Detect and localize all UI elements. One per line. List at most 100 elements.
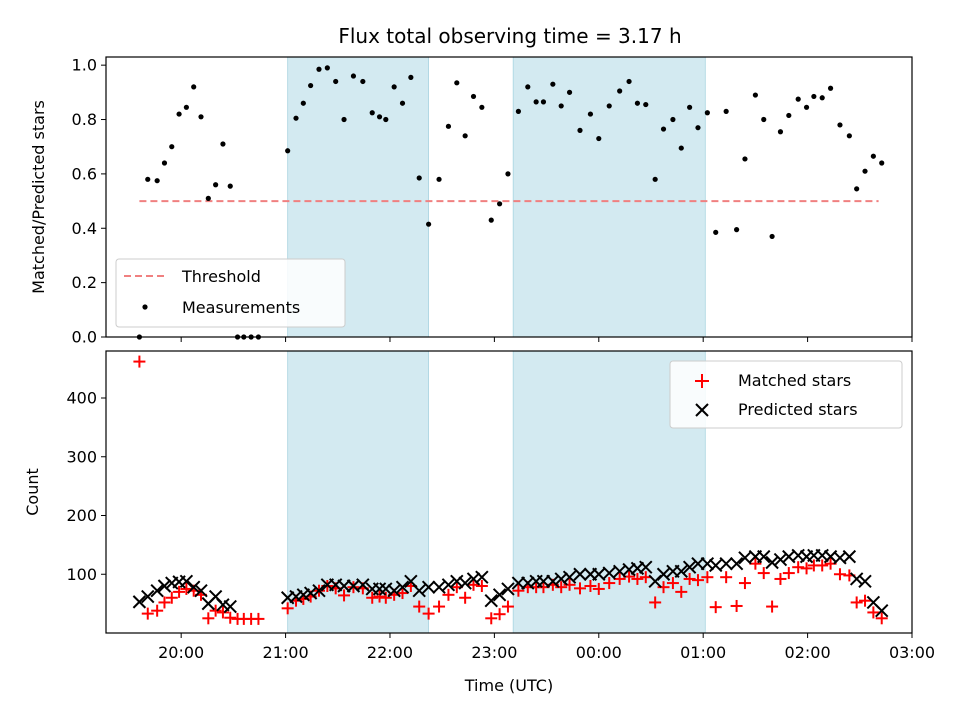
legend-threshold-label: Threshold xyxy=(181,267,261,286)
y-tick-label: 0.2 xyxy=(72,273,97,292)
measurement-point xyxy=(678,145,684,151)
ratio-x-ticks xyxy=(180,337,913,342)
predicted-star-point xyxy=(773,552,788,567)
matched-star-point xyxy=(209,604,222,617)
y-tick-label: 0.0 xyxy=(72,328,97,347)
predicted-star-point xyxy=(849,572,864,586)
y-tick-label: 0.4 xyxy=(72,219,97,238)
measurement-point xyxy=(191,84,197,90)
measurement-point xyxy=(213,182,219,188)
measurement-point xyxy=(752,92,758,98)
predicted-star-point xyxy=(441,578,456,592)
x-tick-label: 00:00 xyxy=(576,643,622,662)
measurement-point xyxy=(227,183,233,189)
matched-star-point xyxy=(730,599,743,612)
matched-star-point xyxy=(493,608,506,621)
matched-star-point xyxy=(467,578,480,591)
legend-measurements-swatch xyxy=(142,304,148,310)
predicted-star-point xyxy=(372,582,387,596)
observing-window-shades xyxy=(287,56,706,338)
measurement-point xyxy=(198,114,204,120)
matched-star-point xyxy=(631,572,644,585)
predicted-star-point xyxy=(729,556,744,571)
matched-star-point xyxy=(701,571,714,584)
measurement-point xyxy=(652,176,658,182)
y-tick-label: 400 xyxy=(66,389,97,408)
matched-star-point xyxy=(459,591,472,604)
predicted-star-point xyxy=(546,574,560,589)
matched-star-point xyxy=(165,591,178,604)
matched-star-point xyxy=(373,590,386,603)
measurement-point xyxy=(169,144,175,150)
measurement-point xyxy=(220,141,226,147)
measurement-point xyxy=(285,148,291,154)
y-tick-label: 1.0 xyxy=(72,56,97,75)
measurement-point xyxy=(308,82,314,89)
measurement-point xyxy=(811,93,817,100)
predicted-star-point xyxy=(312,583,326,598)
ratio-legend: Threshold Measurements xyxy=(115,258,346,328)
matched-star-point xyxy=(649,596,662,609)
matched-star-point xyxy=(555,581,568,594)
y-tick-label: 200 xyxy=(66,506,97,525)
measurement-point xyxy=(479,104,485,110)
predicted-star-point xyxy=(475,570,489,584)
predicted-star-point xyxy=(356,578,370,592)
predicted-star-point xyxy=(412,583,426,598)
matched-star-point xyxy=(603,577,616,590)
predicted-star-point xyxy=(141,589,155,604)
measurement-point xyxy=(777,129,784,135)
measurement-point xyxy=(462,133,468,139)
matched-star-point xyxy=(720,571,733,584)
measurement-point xyxy=(324,65,330,71)
measurement-point xyxy=(316,66,322,72)
count-panel: 100 200 300 400 20:00 21:00 22:00 23:00 00:00 01… xyxy=(23,350,935,695)
measurement-point xyxy=(558,103,564,109)
y-tick-label: 100 xyxy=(66,565,97,584)
x-tick-label: 01:00 xyxy=(680,643,726,662)
measurement-point xyxy=(695,125,701,131)
predicted-star-point xyxy=(387,583,401,598)
measurement-point xyxy=(341,116,347,123)
matched-star-point xyxy=(749,557,762,570)
measurement-point xyxy=(854,186,860,192)
measurement-point xyxy=(515,108,521,114)
measurement-point xyxy=(426,221,432,227)
matched-star-point xyxy=(613,572,626,585)
y-tick-label: 300 xyxy=(66,447,97,466)
matched-star-point xyxy=(792,561,805,574)
x-tick-label: 03:00 xyxy=(889,643,935,662)
measurement-point xyxy=(617,88,623,94)
predicted-star-point xyxy=(194,583,208,598)
measurement-point xyxy=(687,104,693,110)
chart-title: Flux total observing time = 3.17 h xyxy=(338,24,681,48)
matched-star-point xyxy=(766,600,779,613)
matched-star-point xyxy=(366,591,379,604)
matched-star-point xyxy=(413,600,426,613)
matched-star-point xyxy=(867,606,880,619)
measurement-point xyxy=(176,111,182,117)
measurement-point xyxy=(416,175,422,181)
legend-matched-label: Matched stars xyxy=(738,371,851,390)
predicted-star-point xyxy=(858,574,872,589)
measurement-point xyxy=(879,160,885,166)
measurement-point xyxy=(533,99,539,105)
matched-star-point xyxy=(252,612,265,625)
matched-star-point xyxy=(379,591,392,604)
legend-matched-swatch xyxy=(695,374,709,388)
measurement-point xyxy=(369,110,375,116)
measurement-point xyxy=(827,85,834,91)
matched-star-point xyxy=(202,612,215,625)
predicted-star-point xyxy=(757,549,771,564)
measurement-point xyxy=(350,73,357,79)
ratio-axes-frame xyxy=(105,56,913,338)
measurement-point xyxy=(470,93,477,100)
matched-star-point xyxy=(281,602,294,615)
measurement-point xyxy=(154,178,160,184)
measurement-point xyxy=(734,227,740,233)
measurement-point xyxy=(183,104,189,110)
matched-star-point xyxy=(709,601,722,614)
measurement-point xyxy=(525,84,531,90)
measurement-point xyxy=(803,104,810,110)
